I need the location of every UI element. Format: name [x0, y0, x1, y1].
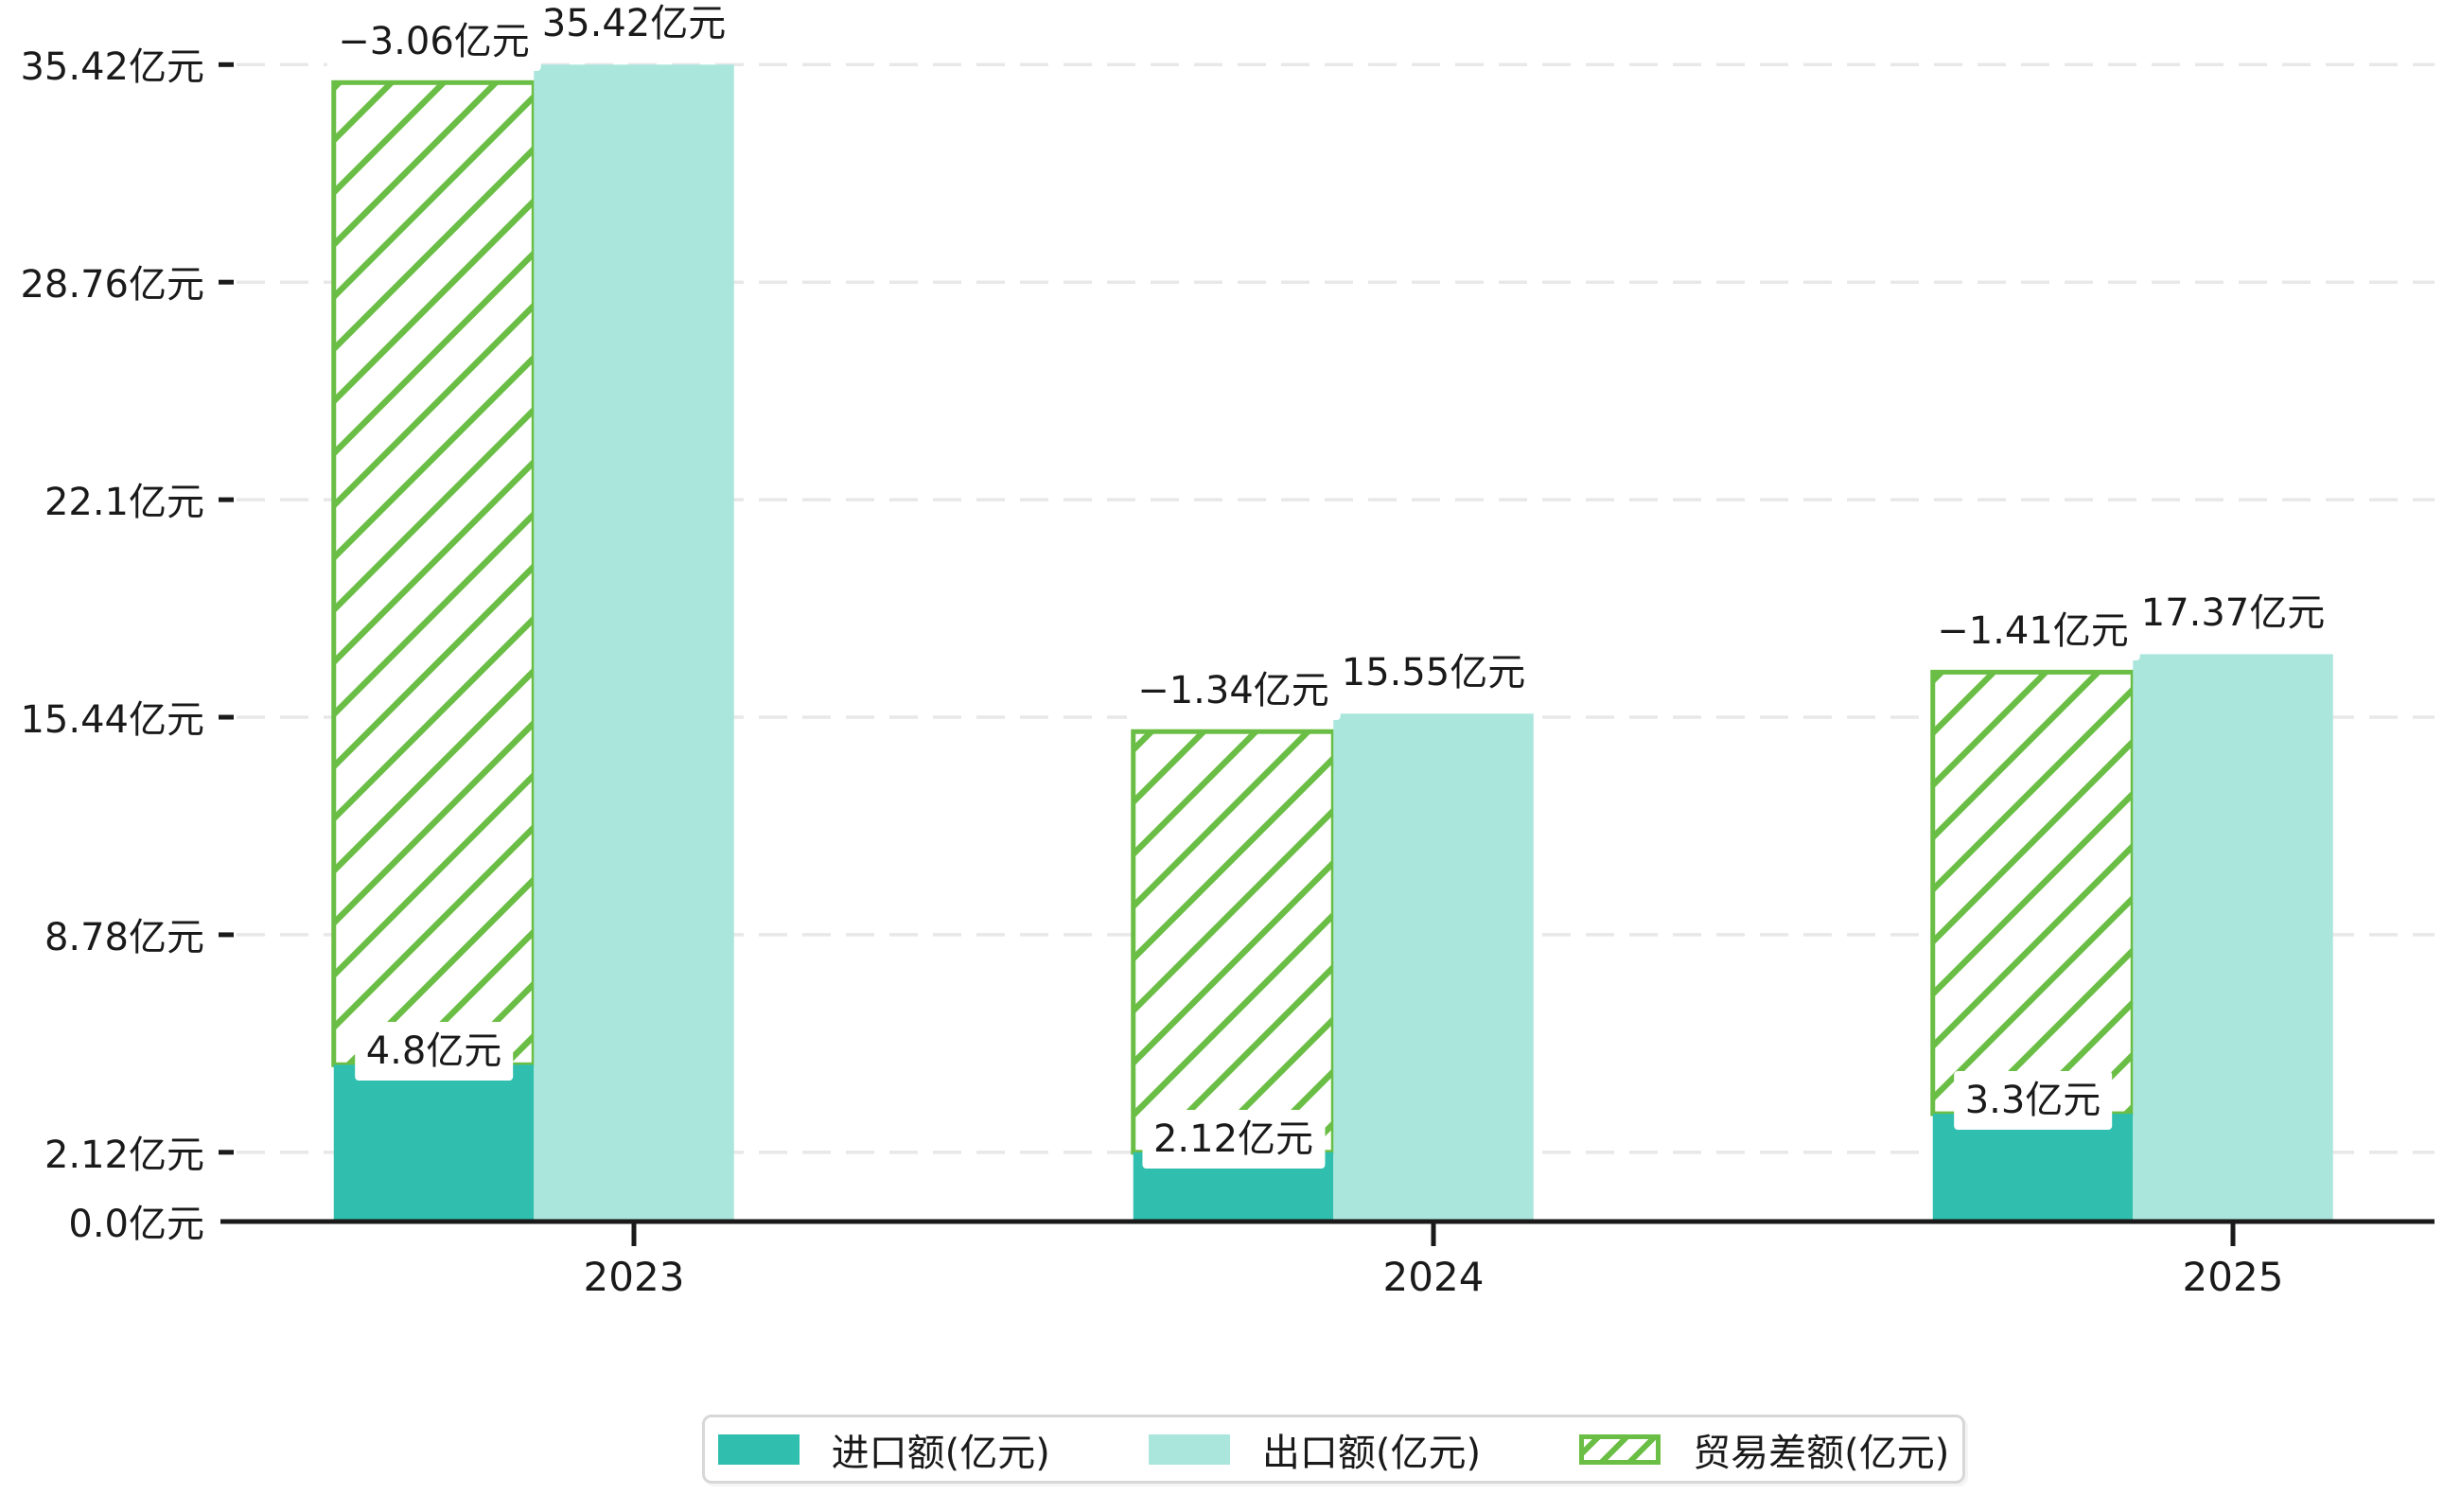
bars-layer	[331, 64, 2333, 1222]
x-tick-label-2025: 2025	[2182, 1254, 2284, 1300]
legend-label-export: 出口额(亿元)	[1261, 1431, 1482, 1475]
trade-balance-hatch-swatch-icon	[1579, 1433, 1661, 1465]
trade-balance-bar-2024	[1131, 729, 1336, 1155]
export-bar-2025	[2133, 654, 2333, 1222]
legend-item-export: 出口额(亿元)	[1148, 1422, 1482, 1477]
import-swatch-icon	[717, 1433, 800, 1465]
export-bar-2023	[534, 64, 734, 1222]
import-bar-2025	[1932, 1114, 2134, 1222]
x-tick-label-2024: 2024	[1382, 1254, 1485, 1300]
y-tick-label: 28.76亿元	[20, 263, 204, 308]
trade-balance-bar-2025	[1930, 669, 2136, 1116]
legend: 进口额(亿元) 出口额(亿元) 贸易差额(亿元)	[702, 1415, 1965, 1484]
annotation-import-2023: 4.8亿元	[354, 1022, 514, 1081]
annotation-import-2025: 3.3亿元	[1953, 1071, 2113, 1131]
axes-layer	[220, 1219, 2435, 1246]
y-tick-label: 0.0亿元	[68, 1202, 204, 1246]
annotation-trade-balance-2025: −1.41亿元	[1925, 602, 2140, 661]
legend-label-import: 进口额(亿元)	[831, 1431, 1050, 1475]
y-tick-label: 2.12亿元	[44, 1133, 204, 1177]
y-tick-label: 8.78亿元	[44, 915, 204, 959]
trade-balance-bar-2023	[331, 79, 536, 1067]
y-tick-label: 22.1亿元	[44, 480, 204, 524]
x-tick-label-2023: 2023	[583, 1254, 685, 1300]
annotation-export-2024: 15.55亿元	[1329, 643, 1538, 703]
legend-item-trade-balance: 贸易差额(亿元)	[1579, 1422, 1949, 1477]
y-tick-label: 15.44亿元	[20, 697, 204, 742]
y-tick-label: 35.42亿元	[20, 45, 204, 90]
annotation-export-2025: 17.37亿元	[2129, 584, 2337, 643]
annotation-trade-balance-2023: −3.06亿元	[326, 12, 541, 72]
export-swatch-icon	[1148, 1433, 1230, 1465]
legend-label-trade-balance: 贸易差额(亿元)	[1693, 1431, 1950, 1475]
import-bar-2023	[333, 1064, 535, 1222]
annotation-import-2024: 2.12亿元	[1141, 1109, 1326, 1169]
annotation-export-2023: 35.42亿元	[530, 0, 738, 54]
export-bar-2024	[1333, 713, 1534, 1222]
annotation-trade-balance-2024: −1.34亿元	[1126, 661, 1341, 721]
legend-item-import: 进口额(亿元)	[717, 1422, 1050, 1477]
